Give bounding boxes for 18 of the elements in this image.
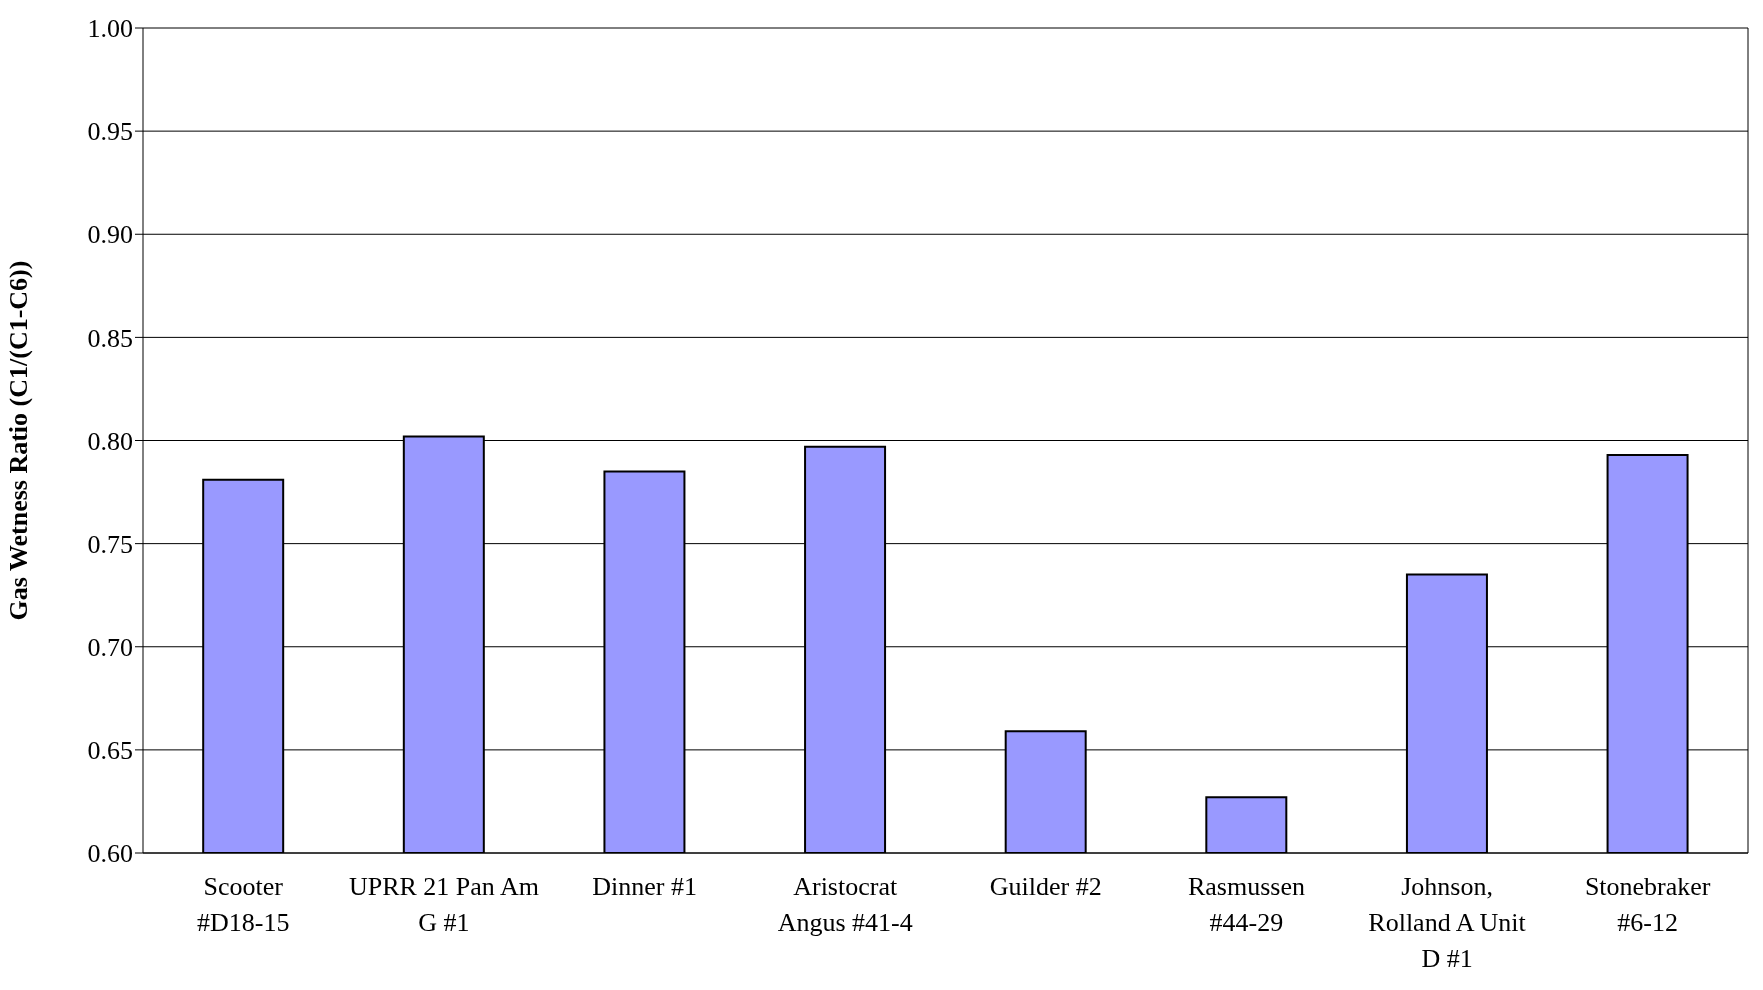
x-tick-label: Stonebraker #6-12 — [1584, 872, 1711, 937]
y-tick-label: 0.80 — [87, 426, 133, 456]
x-tick-label: Guilder #2 — [989, 872, 1102, 901]
y-tick-label: 0.70 — [87, 632, 133, 662]
x-tick-label: UPRR 21 Pan Am G #1 — [348, 872, 539, 937]
y-tick-label: 0.85 — [87, 323, 133, 353]
x-tick-label: Rasmussen #44-29 — [1187, 872, 1305, 937]
x-tick-label: Aristocrat Angus #41-4 — [777, 872, 913, 937]
x-tick-label: Johnson, Rolland A Unit D #1 — [1368, 872, 1527, 973]
y-tick-label: 0.90 — [87, 220, 133, 250]
y-axis-title: Gas Wetness Ratio (C1/(C1-C6)) — [4, 260, 34, 621]
y-tick-label: 1.00 — [87, 14, 133, 44]
x-tick-label: Dinner #1 — [592, 872, 697, 901]
x-tick-label: Scooter #D18-15 — [197, 872, 290, 937]
y-tick-label: 0.60 — [87, 839, 133, 869]
y-tick-label: 0.65 — [87, 736, 133, 766]
y-tick-label: 0.75 — [87, 529, 133, 559]
y-tick-label: 0.95 — [87, 117, 133, 147]
